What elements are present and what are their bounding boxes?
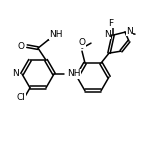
Text: N: N: [104, 30, 111, 39]
Text: F: F: [108, 19, 114, 28]
Text: Cl: Cl: [17, 93, 25, 102]
Text: NH: NH: [67, 69, 81, 78]
Text: N: N: [126, 27, 133, 36]
Text: O: O: [17, 42, 24, 51]
Text: N: N: [12, 69, 19, 78]
Text: NH: NH: [49, 30, 62, 39]
Text: O: O: [78, 38, 85, 47]
